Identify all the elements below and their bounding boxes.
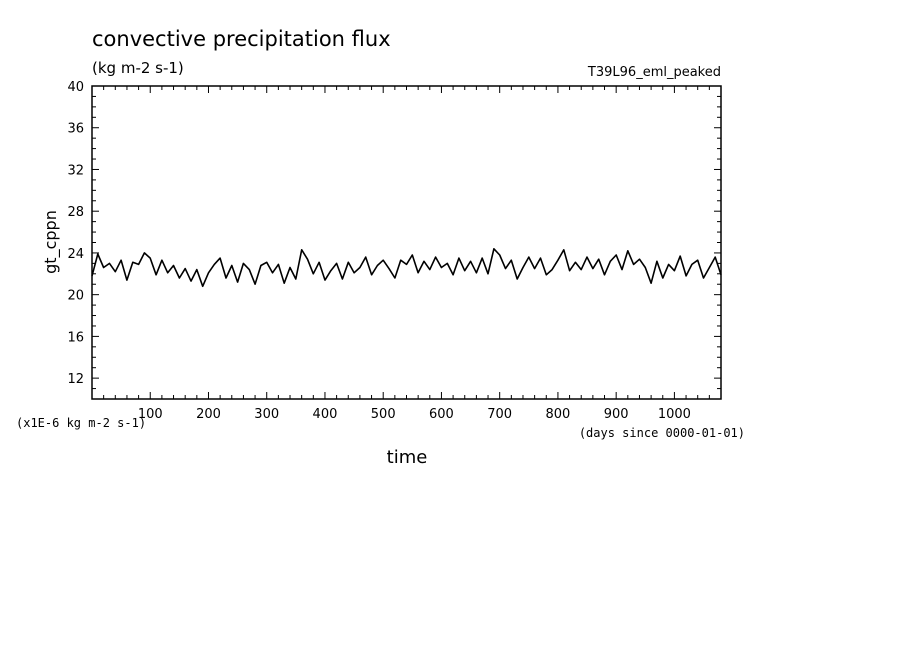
series-line-gt_cppn: [91, 248, 722, 288]
x-axis: 100 200 300 400 500 600 700 800 900 1000: [103, 86, 710, 422]
x-tick-label: 700: [487, 407, 512, 422]
y-tick-label: 24: [67, 247, 84, 262]
x-tick-label: 800: [546, 407, 571, 422]
x-tick-label: 1000: [658, 407, 691, 422]
y-tick-label: 20: [67, 289, 84, 304]
x-tick-label: 100: [138, 407, 163, 422]
units-label: (kg m-2 s-1): [92, 59, 184, 77]
experiment-label: T39L96_eml_peaked: [587, 65, 721, 80]
y-axis: 12 16 20 24 28 32 36 40: [67, 80, 721, 390]
x-tick-label: 300: [254, 407, 279, 422]
y-tick-label: 36: [67, 122, 84, 137]
y-tick-label: 32: [67, 163, 84, 178]
x-tick-label: 200: [196, 407, 221, 422]
x-tick-label: 600: [429, 407, 454, 422]
x-tick-label: 900: [604, 407, 629, 422]
x-tick-label: 400: [313, 407, 338, 422]
y-tick-label: 28: [67, 205, 84, 220]
series-group: [91, 248, 722, 288]
x-tick-label: 500: [371, 407, 396, 422]
y-tick-label: 16: [67, 330, 84, 345]
y-tick-label: 12: [67, 372, 84, 387]
y-tick-label: 40: [67, 80, 84, 95]
x-axis-label: time: [387, 447, 428, 468]
x-axis-units: (days since 0000-01-01): [579, 426, 745, 440]
y-scale-note: (x1E-6 kg m-2 s-1): [16, 416, 146, 430]
chart-title: convective precipitation flux: [92, 27, 391, 51]
plot-frame: [91, 85, 722, 400]
y-axis-label: gt_cppn: [41, 210, 61, 274]
